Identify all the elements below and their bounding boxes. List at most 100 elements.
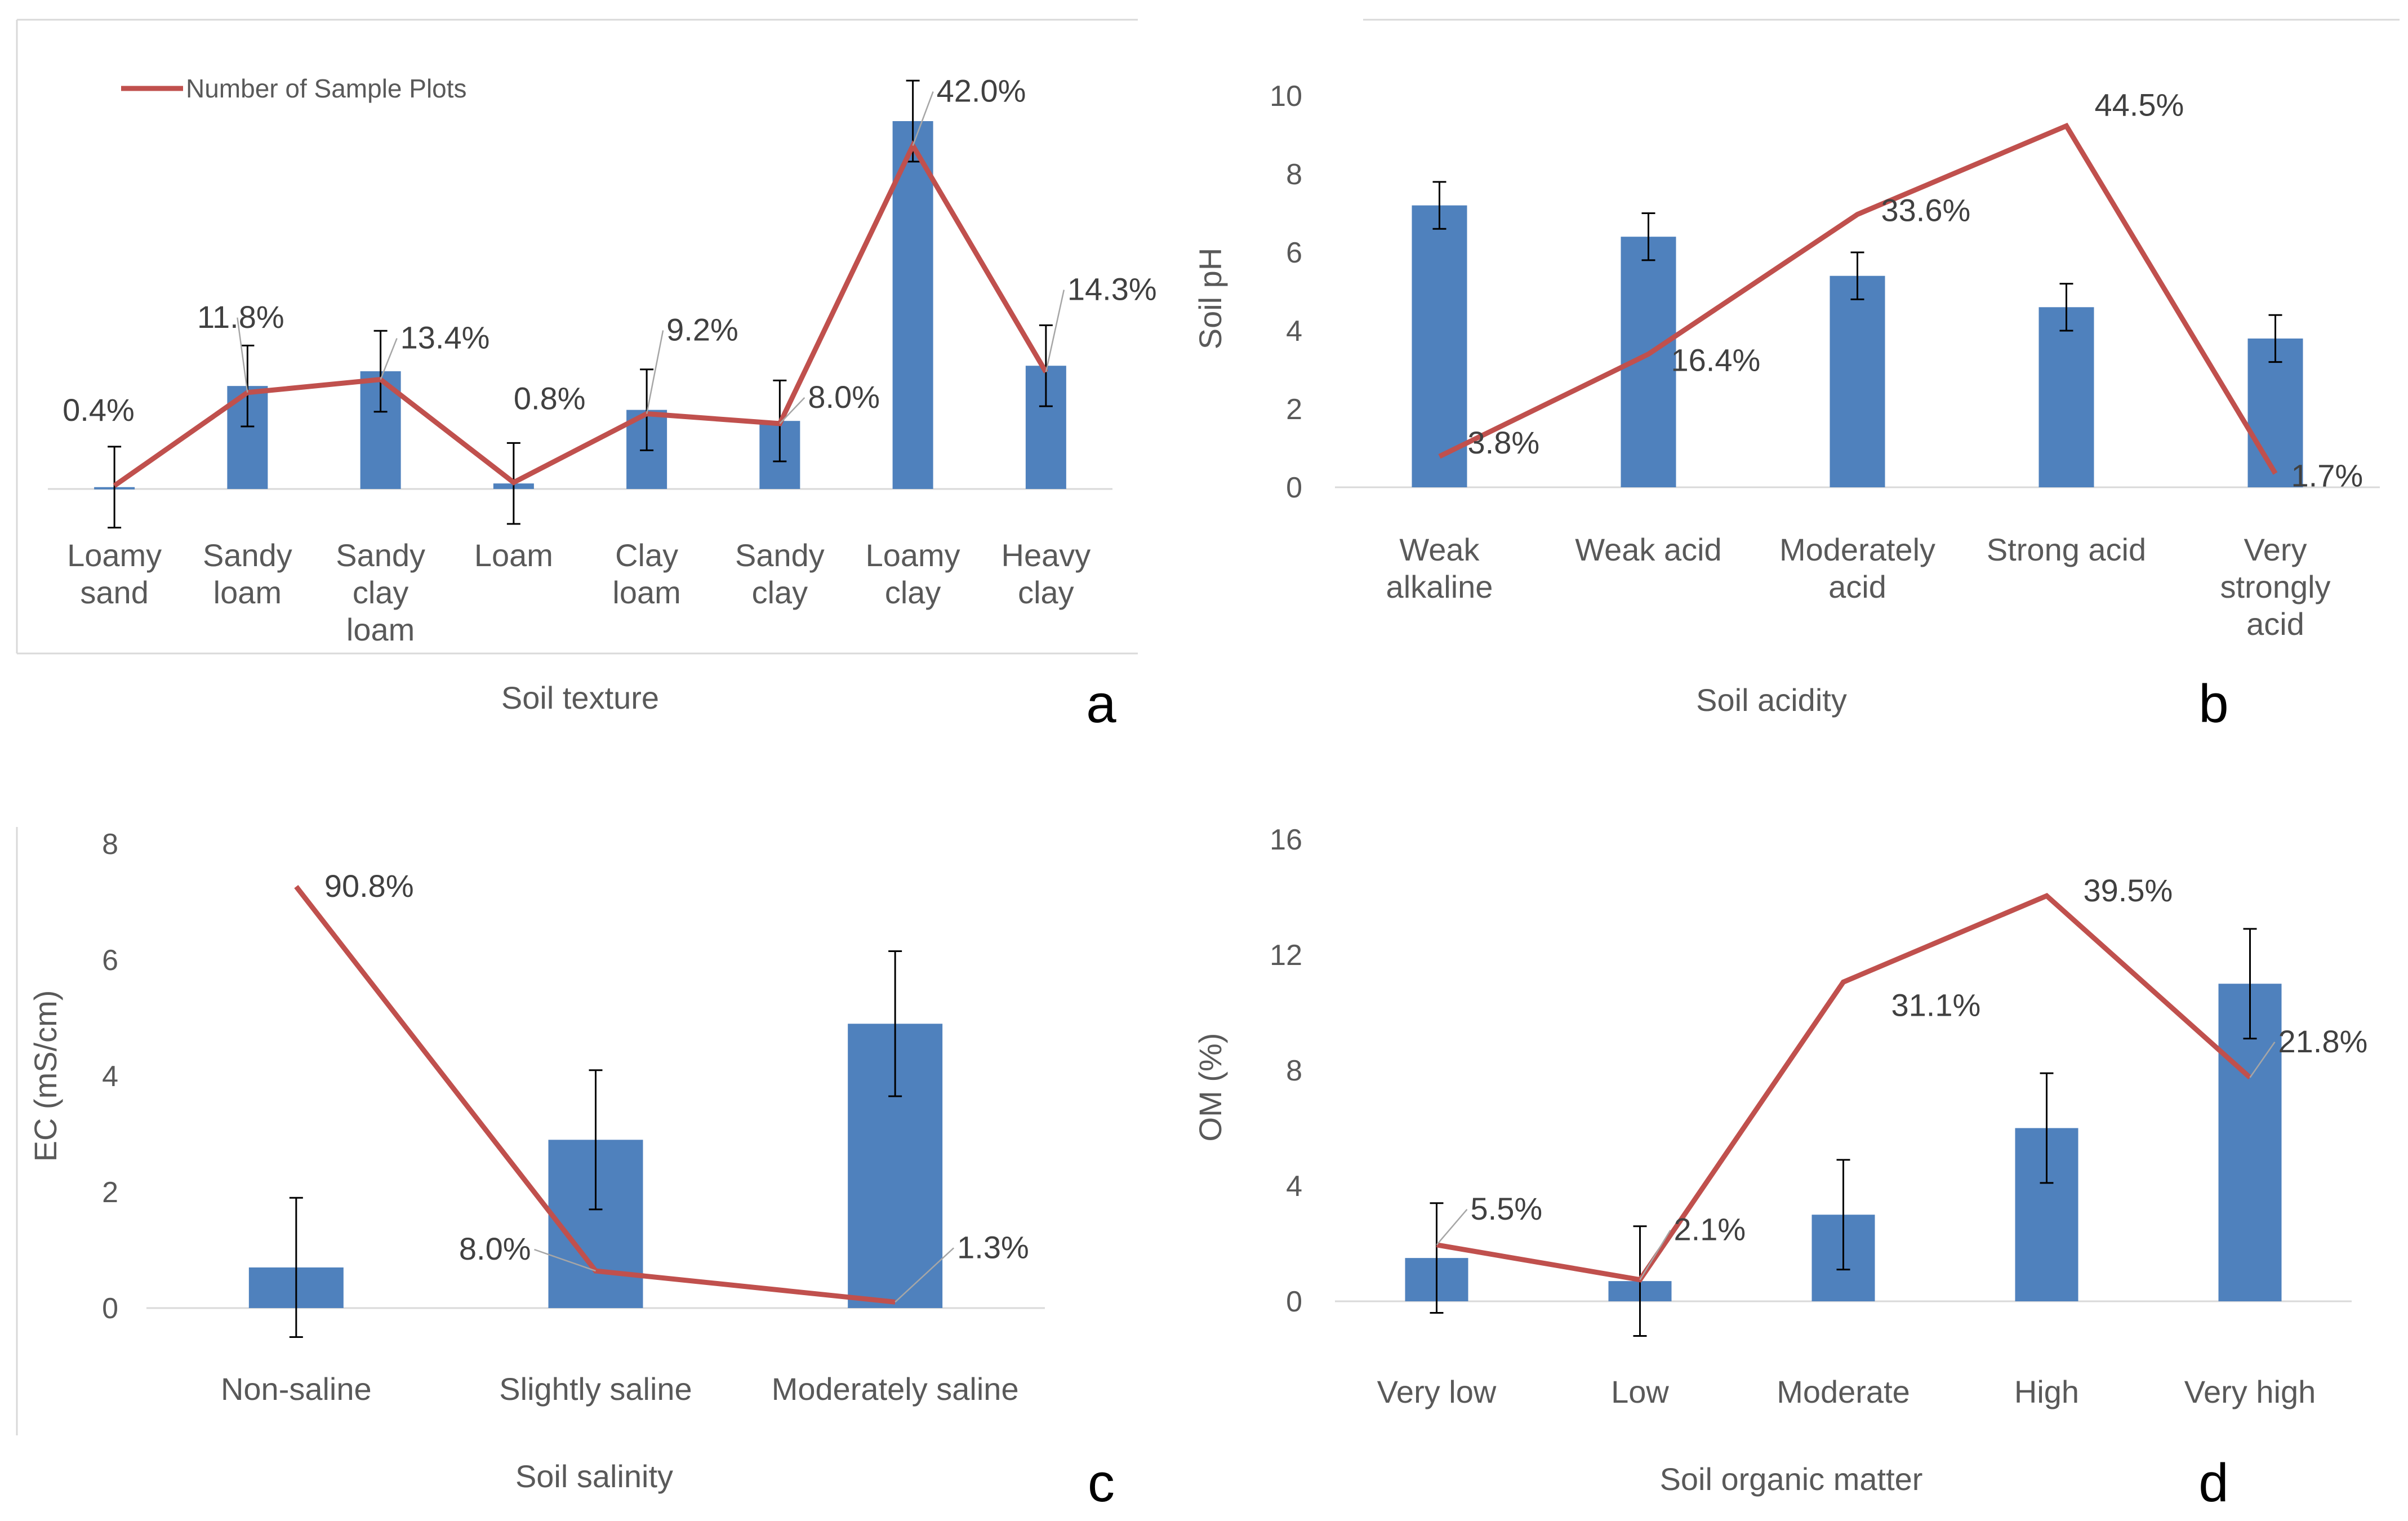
- panel-a: 0.4% 11.8% 13.4% 0.8% 9.2% 8.0% 42.0% 14.3% Loam…: [16, 19, 1157, 734]
- y-tick-label: 0: [1286, 1286, 1302, 1318]
- category-label: Low: [1611, 1374, 1669, 1409]
- data-label: 42.0%: [937, 73, 1026, 109]
- data-label: 2.1%: [1674, 1212, 1746, 1247]
- category-label: Sandy clay: [735, 537, 825, 610]
- category-label-line: Very: [2244, 532, 2307, 567]
- category-label-line: clay: [885, 575, 941, 610]
- series-line-number-of-sample-plots: [294, 885, 896, 1305]
- y-axis-title: OM (%): [1192, 1033, 1228, 1142]
- category-label: Loam: [474, 537, 553, 573]
- data-label: 5.5%: [1471, 1191, 1543, 1226]
- data-label-leader: [646, 330, 664, 414]
- y-axis-title: Soil pH: [1192, 248, 1228, 350]
- data-label-leader: [894, 1247, 955, 1303]
- data-label-leader: [1045, 290, 1065, 372]
- data-label-leader: [380, 338, 398, 380]
- category-label-line: Moderately saline: [772, 1371, 1019, 1407]
- bar: [892, 121, 933, 489]
- category-label-line: Clay: [615, 537, 678, 573]
- category-label-line: acid: [2246, 606, 2304, 642]
- category-label-line: Loamy: [866, 537, 960, 573]
- category-label-line: Sandy: [203, 537, 292, 573]
- category-label-line: Very high: [2184, 1374, 2316, 1409]
- category-label-line: loam: [612, 575, 680, 610]
- panel-label: b: [2198, 674, 2228, 734]
- y-tick-label: 8: [1286, 1055, 1302, 1087]
- y-tick-label: 8: [102, 828, 118, 861]
- category-label: Strong acid: [1987, 532, 2146, 567]
- category-label-line: Loam: [474, 537, 553, 573]
- category-label-line: clay: [353, 575, 409, 610]
- data-label: 0.8%: [514, 380, 586, 416]
- category-label-line: Weak: [1399, 532, 1480, 567]
- bar: [1412, 205, 1467, 487]
- category-label-line: loam: [346, 612, 415, 647]
- category-label-line: Sandy: [735, 537, 825, 573]
- category-label-line: alkaline: [1386, 569, 1493, 604]
- category-label: Weak alkaline: [1386, 532, 1493, 604]
- y-tick-label: 2: [1286, 393, 1302, 426]
- panel-b: 0 2 4 6 8 10 Soil pH 3.8% 16.4% 33.6% 44.5% 1.7% Wea…: [1192, 19, 2400, 734]
- category-label-line: strongly: [2220, 569, 2330, 604]
- y-tick-label: 2: [102, 1176, 118, 1209]
- category-label-line: loam: [213, 575, 282, 610]
- data-label: 39.5%: [2084, 873, 2173, 908]
- y-tick-label: 16: [1270, 824, 1302, 856]
- bar: [2247, 338, 2303, 487]
- category-label: Weak acid: [1575, 532, 1721, 567]
- panel-label: d: [2198, 1453, 2228, 1513]
- category-label: Heavy clay: [1002, 537, 1091, 610]
- category-label: Very strongly acid: [2220, 532, 2330, 642]
- category-label: Non-saline: [221, 1371, 372, 1407]
- y-tick-label: 8: [1286, 158, 1302, 191]
- category-label: Very low: [1377, 1374, 1497, 1409]
- category-label-line: Low: [1611, 1374, 1669, 1409]
- category-label-line: Non-saline: [221, 1371, 372, 1407]
- panel-c: 0 2 4 6 8 EC (mS/cm) 90.8% 8.0% 1.3% Non-saline Sl…: [16, 827, 1115, 1513]
- panel-d: 0 4 8 12 16 OM (%) 5.5% 2.1% 31.1% 39.5% 21.8% Very…: [1192, 824, 2367, 1513]
- category-label: Loamy clay: [866, 537, 960, 610]
- data-label: 11.8%: [197, 299, 284, 335]
- x-axis-title: Soil organic matter: [1660, 1461, 1923, 1497]
- category-label-line: Very low: [1377, 1374, 1497, 1409]
- data-label-leader: [1639, 1230, 1671, 1280]
- category-label-line: clay: [752, 575, 808, 610]
- series-line-number-of-sample-plots: [1438, 122, 2278, 475]
- category-label: Clay loam: [612, 537, 680, 610]
- data-label: 0.4%: [63, 392, 135, 428]
- data-label: 8.0%: [459, 1231, 531, 1266]
- y-tick-label: 12: [1270, 939, 1302, 972]
- y-tick-label: 0: [1286, 472, 1302, 504]
- category-label-line: High: [2014, 1374, 2079, 1409]
- bar: [2038, 307, 2094, 487]
- data-label: 44.5%: [2095, 87, 2184, 122]
- y-tick-label: 4: [1286, 315, 1302, 348]
- data-label: 33.6%: [1881, 193, 1971, 228]
- y-tick-label: 4: [1286, 1170, 1302, 1203]
- category-label: Loamy sand: [67, 537, 162, 610]
- x-axis-title: Soil texture: [501, 680, 659, 715]
- y-tick-label: 4: [102, 1060, 118, 1093]
- series-line-number-of-sample-plots: [113, 140, 1048, 488]
- data-label: 21.8%: [2278, 1024, 2368, 1059]
- x-axis-title: Soil acidity: [1696, 682, 1847, 718]
- y-tick-label: 6: [1286, 237, 1302, 269]
- data-label: 3.8%: [1468, 425, 1540, 460]
- x-axis-title: Soil salinity: [515, 1458, 673, 1494]
- legend: Number of Sample Plots: [121, 74, 467, 103]
- panel-label: a: [1086, 674, 1116, 734]
- category-label-line: Moderately: [1779, 532, 1935, 567]
- y-tick-label: 10: [1270, 80, 1302, 113]
- data-label: 31.1%: [1891, 987, 1981, 1022]
- category-label: Sandy loam: [203, 537, 292, 610]
- data-label: 14.3%: [1067, 271, 1157, 306]
- data-label: 1.3%: [957, 1229, 1029, 1265]
- data-label-leader: [2249, 1042, 2276, 1078]
- legend-label: Number of Sample Plots: [186, 74, 467, 103]
- category-label-line: clay: [1018, 575, 1074, 610]
- category-label: Moderate: [1777, 1374, 1910, 1409]
- data-label: 16.4%: [1671, 343, 1761, 378]
- category-label: Moderately saline: [772, 1371, 1019, 1407]
